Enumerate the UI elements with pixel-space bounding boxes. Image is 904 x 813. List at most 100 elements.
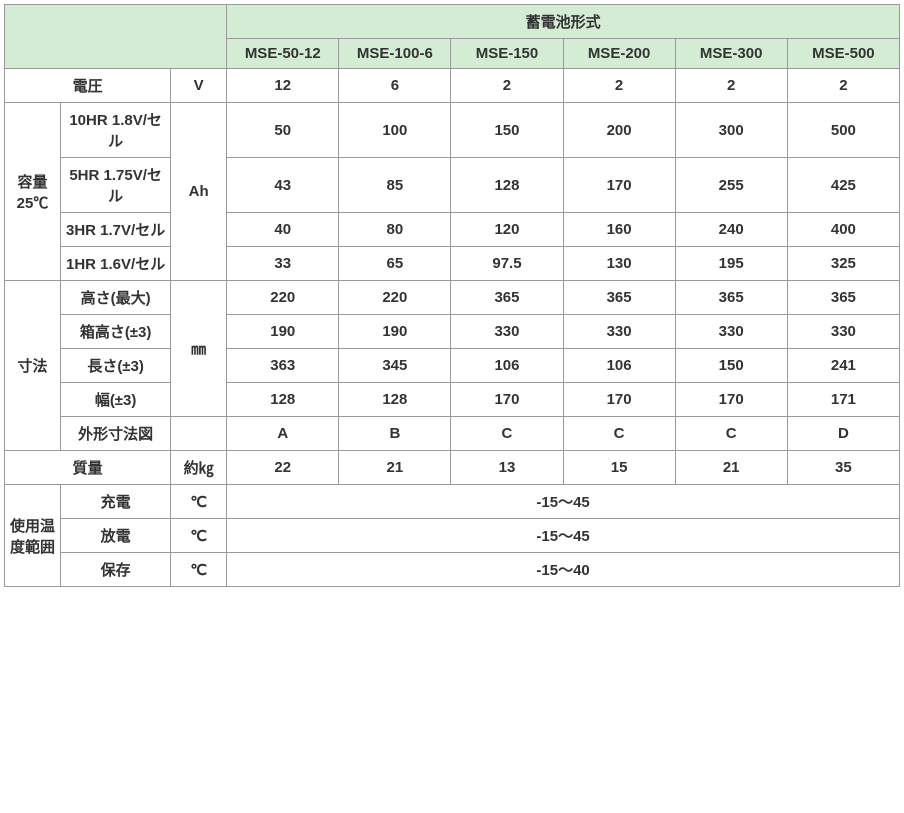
capacity-label: 容量25℃ — [5, 103, 61, 281]
cap-0-0: 50 — [227, 103, 339, 158]
dim-0-0: 220 — [227, 281, 339, 315]
dim-2-1: 345 — [339, 349, 451, 383]
temp-2-value: -15～40 — [227, 553, 900, 587]
cap-1-label: 5HR 1.75V/セル — [61, 158, 171, 213]
row-dim-1: 箱高さ(±3) 190 190 330 330 330 330 — [5, 315, 900, 349]
temp-0-value: -15～45 — [227, 485, 900, 519]
cap-1-3: 170 — [563, 158, 675, 213]
mass-unit: 約㎏ — [171, 451, 227, 485]
battery-spec-table: 蓄電池形式 MSE-50-12 MSE-100-6 MSE-150 MSE-20… — [4, 4, 900, 587]
cap-0-2: 150 — [451, 103, 563, 158]
dim-shape-4: C — [675, 417, 787, 451]
voltage-val-3: 2 — [563, 69, 675, 103]
dim-0-1: 220 — [339, 281, 451, 315]
cap-3-1: 65 — [339, 247, 451, 281]
dim-0-2: 365 — [451, 281, 563, 315]
dim-1-2: 330 — [451, 315, 563, 349]
dim-shape-0: A — [227, 417, 339, 451]
dim-2-4: 150 — [675, 349, 787, 383]
dim-0-label: 高さ(最大) — [61, 281, 171, 315]
header-blank — [5, 5, 227, 69]
dim-1-label: 箱高さ(±3) — [61, 315, 171, 349]
cap-1-4: 255 — [675, 158, 787, 213]
dim-2-2: 106 — [451, 349, 563, 383]
cap-2-0: 40 — [227, 213, 339, 247]
model-2: MSE-150 — [451, 39, 563, 69]
dim-1-5: 330 — [787, 315, 899, 349]
dim-3-label: 幅(±3) — [61, 383, 171, 417]
row-mass: 質量 約㎏ 22 21 13 15 21 35 — [5, 451, 900, 485]
dim-0-4: 365 — [675, 281, 787, 315]
dim-2-0: 363 — [227, 349, 339, 383]
dim-2-label: 長さ(±3) — [61, 349, 171, 383]
row-dim-shape: 外形寸法図 A B C C C D — [5, 417, 900, 451]
row-temp-1: 放電 ℃ -15～45 — [5, 519, 900, 553]
mass-5: 35 — [787, 451, 899, 485]
cap-3-5: 325 — [787, 247, 899, 281]
dim-0-3: 365 — [563, 281, 675, 315]
cap-2-2: 120 — [451, 213, 563, 247]
dim-3-4: 170 — [675, 383, 787, 417]
cap-2-5: 400 — [787, 213, 899, 247]
header-group-title: 蓄電池形式 — [227, 5, 900, 39]
temp-2-label: 保存 — [61, 553, 171, 587]
dim-3-0: 128 — [227, 383, 339, 417]
temp-2-unit: ℃ — [171, 553, 227, 587]
cap-3-2: 97.5 — [451, 247, 563, 281]
row-cap-2: 3HR 1.7V/セル 40 80 120 160 240 400 — [5, 213, 900, 247]
mass-1: 21 — [339, 451, 451, 485]
cap-3-label: 1HR 1.6V/セル — [61, 247, 171, 281]
temp-1-unit: ℃ — [171, 519, 227, 553]
row-cap-0: 容量25℃ 10HR 1.8V/セル Ah 50 100 150 200 300… — [5, 103, 900, 158]
row-voltage: 電圧 V 12 6 2 2 2 2 — [5, 69, 900, 103]
dimensions-label: 寸法 — [5, 281, 61, 451]
temp-0-unit: ℃ — [171, 485, 227, 519]
dim-shape-5: D — [787, 417, 899, 451]
dim-0-5: 365 — [787, 281, 899, 315]
dim-3-1: 128 — [339, 383, 451, 417]
row-dim-0: 寸法 高さ(最大) ㎜ 220 220 365 365 365 365 — [5, 281, 900, 315]
cap-0-label: 10HR 1.8V/セル — [61, 103, 171, 158]
cap-0-5: 500 — [787, 103, 899, 158]
cap-0-1: 100 — [339, 103, 451, 158]
mass-0: 22 — [227, 451, 339, 485]
dim-1-1: 190 — [339, 315, 451, 349]
dim-3-5: 171 — [787, 383, 899, 417]
dim-3-2: 170 — [451, 383, 563, 417]
cap-3-3: 130 — [563, 247, 675, 281]
cap-1-2: 128 — [451, 158, 563, 213]
cap-2-4: 240 — [675, 213, 787, 247]
dim-1-3: 330 — [563, 315, 675, 349]
dimensions-unit: ㎜ — [171, 281, 227, 417]
model-0: MSE-50-12 — [227, 39, 339, 69]
cap-2-3: 160 — [563, 213, 675, 247]
model-1: MSE-100-6 — [339, 39, 451, 69]
dim-shape-3: C — [563, 417, 675, 451]
cap-0-4: 300 — [675, 103, 787, 158]
cap-1-1: 85 — [339, 158, 451, 213]
cap-1-5: 425 — [787, 158, 899, 213]
dim-3-3: 170 — [563, 383, 675, 417]
mass-3: 15 — [563, 451, 675, 485]
model-3: MSE-200 — [563, 39, 675, 69]
voltage-val-1: 6 — [339, 69, 451, 103]
voltage-unit: V — [171, 69, 227, 103]
cap-3-0: 33 — [227, 247, 339, 281]
dim-shape-2: C — [451, 417, 563, 451]
cap-2-1: 80 — [339, 213, 451, 247]
dim-2-5: 241 — [787, 349, 899, 383]
dim-shape-label: 外形寸法図 — [61, 417, 171, 451]
dim-shape-1: B — [339, 417, 451, 451]
voltage-label: 電圧 — [5, 69, 171, 103]
voltage-val-5: 2 — [787, 69, 899, 103]
cap-2-label: 3HR 1.7V/セル — [61, 213, 171, 247]
mass-2: 13 — [451, 451, 563, 485]
dim-2-3: 106 — [563, 349, 675, 383]
mass-4: 21 — [675, 451, 787, 485]
mass-label: 質量 — [5, 451, 171, 485]
model-4: MSE-300 — [675, 39, 787, 69]
voltage-val-0: 12 — [227, 69, 339, 103]
cap-3-4: 195 — [675, 247, 787, 281]
dim-1-4: 330 — [675, 315, 787, 349]
voltage-val-4: 2 — [675, 69, 787, 103]
